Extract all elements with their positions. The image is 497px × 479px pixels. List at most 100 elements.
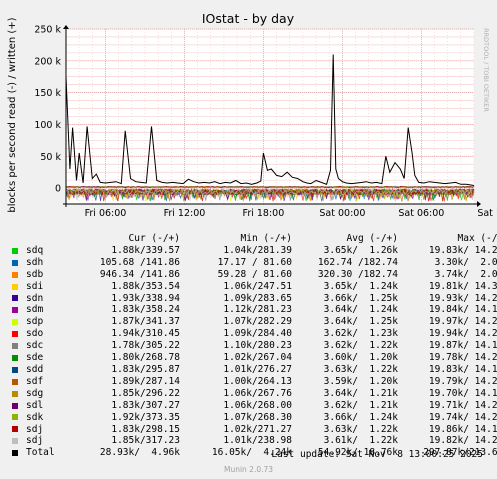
- legend-row-sdd: sdd 1.83k/295.87 1.01k/276.27 3.63k/ 1.22k 1…: [12, 364, 497, 376]
- legend-swatch: [12, 343, 18, 350]
- legend-cell-cur: 1.89k/287.14: [111, 375, 180, 387]
- legend-swatch: [12, 331, 18, 338]
- legend-cell-name: sdg: [26, 387, 44, 399]
- legend-cell-min: 1.09k/283.65: [223, 292, 292, 304]
- legend-cell-avg: 3.65k/ 1.24k: [323, 280, 398, 292]
- legend-cell-name: sdd: [26, 363, 44, 375]
- legend-cell-name: sdb: [26, 268, 44, 280]
- legend-cell-min: 1.02k/267.04: [223, 352, 292, 364]
- legend-cell-max: 19.70k/ 14.19k: [428, 387, 497, 399]
- y-tick-label: 0: [55, 184, 61, 195]
- legend-cell-min: 1.09k/284.40: [223, 328, 292, 340]
- legend-cell-avg: 3.64k/ 1.25k: [323, 316, 398, 328]
- legend-cell-min: 1.01k/276.27: [223, 363, 292, 375]
- legend-cell-cur: 1.87k/341.37: [111, 316, 180, 328]
- chart-area: IOstat - by day blocks per second read (…: [7, 11, 497, 219]
- legend-cell-cur: 1.92k/373.35: [111, 411, 180, 423]
- legend-row-sdk: sdk 1.92k/373.35 1.07k/268.30 3.66k/ 1.24k 1…: [12, 412, 497, 424]
- legend-cell-max: 297.87k/213.65k: [423, 447, 497, 459]
- legend-swatch: [12, 414, 18, 421]
- legend-cell-cur: 1.85k/317.23: [111, 435, 180, 447]
- series-written-sdj: [65, 185, 475, 189]
- y-tick-label: 150 k: [34, 88, 61, 99]
- y-axis-label: blocks per second read (-) / written (+): [7, 17, 18, 212]
- legend-cell-max: 19.81k/ 14.30k: [428, 280, 497, 292]
- x-tick-label: Fri 12:00: [164, 208, 206, 219]
- legend-row-sde: sde 1.80k/268.78 1.02k/267.04 3.60k/ 1.20k 1…: [12, 352, 497, 364]
- legend-row-sdj: sdj 1.85k/317.23 1.01k/238.98 3.61k/ 1.22k 1…: [12, 435, 497, 447]
- legend-row-sdl: sdl 1.83k/307.27 1.06k/268.00 3.62k/ 1.21k 1…: [12, 400, 497, 412]
- legend-swatch: [12, 426, 18, 433]
- y-tick-label: 100 k: [34, 120, 61, 131]
- y-tick-label: 50 k: [40, 152, 61, 163]
- legend-cell-min: 1.00k/264.13: [223, 375, 292, 387]
- legend-swatch: [12, 366, 18, 373]
- y-tick-labels: 250 k 200 k 150 k 100 k 50 k 0: [34, 25, 61, 195]
- legend-table: Cur (-/+) Min (-/+) Avg (-/+) Max (-/+) …: [12, 233, 497, 459]
- legend-cell-max: 19.83k/ 14.18k: [428, 363, 497, 375]
- legend-row-sdi: sdi 1.88k/353.54 1.06k/247.51 3.65k/ 1.24k 1…: [12, 281, 497, 293]
- legend-row-sdg: sdg 1.85k/296.22 1.06k/267.76 3.64k/ 1.21k 1…: [12, 388, 497, 400]
- x-tick-label: Sat 06:00: [398, 208, 444, 219]
- series-total-written: [65, 54, 475, 186]
- legend-cell-avg: 3.66k/ 1.24k: [323, 411, 398, 423]
- footer-version: Munin 2.0.73: [223, 465, 274, 474]
- legend-cell-max: 19.97k/ 14.25k: [428, 316, 497, 328]
- legend-cell-cur: 1.93k/338.94: [111, 292, 180, 304]
- legend-cell-cur: 1.94k/310.45: [111, 328, 180, 340]
- legend-cell-avg: 3.62k/ 1.23k: [323, 328, 398, 340]
- legend-cell-avg: 54.92k/ 18.76k: [317, 447, 398, 459]
- y-axis-arrow: [63, 25, 69, 29]
- legend-cell-avg: 3.63k/ 1.22k: [323, 363, 398, 375]
- legend-swatch: [12, 450, 18, 457]
- legend-row-sdf: sdf 1.89k/287.14 1.00k/264.13 3.59k/ 1.20k 1…: [12, 376, 497, 388]
- legend-swatch: [12, 247, 18, 254]
- legend-rows: sdq 1.88k/339.57 1.04k/281.39 3.65k/ 1.26k 1…: [12, 245, 497, 459]
- legend-cell-name: sdm: [26, 304, 44, 316]
- legend-cell-min: 1.06k/247.51: [223, 280, 292, 292]
- legend-cell-min: 1.07k/268.30: [223, 411, 292, 423]
- legend-swatch: [12, 259, 18, 266]
- series-read-sdj: [65, 187, 475, 202]
- legend-cell-min: 59.28 / 81.60: [217, 268, 292, 280]
- y-tick-label: 200 k: [34, 56, 61, 67]
- legend-row-sdn: sdn 1.93k/338.94 1.09k/283.65 3.66k/ 1.25k 1…: [12, 293, 497, 305]
- x-tick-label: Fri 06:00: [85, 208, 127, 219]
- legend-cell-cur: 1.83k/307.27: [111, 399, 180, 411]
- legend-cell-max: 19.83k/ 14.26k: [428, 244, 497, 256]
- grid-lines: [65, 28, 475, 205]
- legend-cell-name: sdc: [26, 340, 44, 352]
- legend-row-sdp: sdp 1.87k/341.37 1.07k/282.29 3.64k/ 1.25k 1…: [12, 316, 497, 328]
- x-axis-arrow: [477, 201, 481, 207]
- legend-cell-cur: 1.85k/296.22: [111, 387, 180, 399]
- legend-swatch: [12, 378, 18, 385]
- x-tick-labels: Fri 06:00 Fri 12:00 Fri 18:00 Sat 00:00 Sat …: [85, 208, 497, 219]
- legend-header-cur: Cur (-/+): [128, 233, 180, 244]
- x-tick-label: Fri 18:00: [243, 208, 285, 219]
- legend-cell-min: 1.10k/280.23: [223, 340, 292, 352]
- legend-cell-max: 3.30k/ 2.05k: [434, 256, 497, 268]
- legend-row-sdb: sdb 946.34 /141.86 59.28 / 81.60 320.30 /18…: [12, 269, 497, 281]
- legend-cell-min: 1.01k/238.98: [223, 435, 292, 447]
- legend-cell-name: sdk: [26, 411, 44, 423]
- legend-cell-name: sdp: [26, 316, 44, 328]
- legend-swatch: [12, 271, 18, 278]
- legend-cell-name: sde: [26, 352, 44, 364]
- legend-cell-cur: 1.83k/358.24: [111, 304, 180, 316]
- legend-cell-avg: 3.61k/ 1.22k: [323, 435, 398, 447]
- x-tick-label: Sat 00:00: [319, 208, 365, 219]
- legend-header-max: Max (-/+): [457, 233, 497, 244]
- legend-cell-avg: 162.74 /182.74: [317, 256, 398, 268]
- legend-cell-min: 1.02k/271.27: [223, 423, 292, 435]
- chart-title: IOstat - by day: [202, 11, 295, 26]
- legend-cell-avg: 3.66k/ 1.25k: [323, 292, 398, 304]
- legend-swatch: [12, 402, 18, 409]
- side-watermark: RRDTOOL / TOBI OETIKER: [482, 28, 490, 112]
- legend-cell-name: sdf: [26, 375, 44, 387]
- legend-cell-avg: 3.59k/ 1.20k: [323, 375, 398, 387]
- legend-swatch: [12, 319, 18, 326]
- legend-swatch: [12, 283, 18, 290]
- x-tick-label: Sat 12:00: [477, 208, 497, 219]
- legend-cell-max: 19.84k/ 14.17k: [428, 304, 497, 316]
- legend-cell-cur: 946.34 /141.86: [99, 268, 180, 280]
